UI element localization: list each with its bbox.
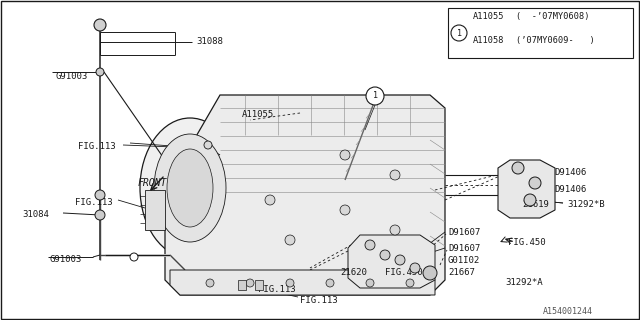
- Circle shape: [206, 279, 214, 287]
- Circle shape: [95, 190, 105, 200]
- Text: G91003: G91003: [55, 72, 87, 81]
- Text: (’07MY0609-   ): (’07MY0609- ): [516, 36, 595, 45]
- Text: 1: 1: [456, 28, 461, 37]
- Text: FRONT: FRONT: [138, 178, 168, 188]
- Text: D91607: D91607: [448, 228, 480, 237]
- Text: 31292*A: 31292*A: [505, 278, 543, 287]
- Circle shape: [390, 170, 400, 180]
- Text: FIG.450: FIG.450: [385, 268, 422, 277]
- Circle shape: [410, 263, 420, 273]
- Polygon shape: [145, 190, 165, 230]
- Text: 1: 1: [372, 92, 378, 100]
- Polygon shape: [498, 160, 555, 218]
- Circle shape: [365, 240, 375, 250]
- Text: 31292*B: 31292*B: [567, 200, 605, 209]
- Bar: [255, 280, 263, 290]
- Circle shape: [130, 253, 138, 261]
- Circle shape: [366, 87, 384, 105]
- Ellipse shape: [154, 134, 226, 242]
- Text: FIG.113: FIG.113: [75, 198, 113, 207]
- Circle shape: [95, 210, 105, 220]
- Circle shape: [390, 225, 400, 235]
- Text: 21620: 21620: [340, 268, 367, 277]
- Text: FIG.113: FIG.113: [300, 296, 338, 305]
- Circle shape: [265, 195, 275, 205]
- Text: A154001244: A154001244: [543, 307, 593, 316]
- Circle shape: [380, 250, 390, 260]
- Circle shape: [366, 279, 374, 287]
- Text: G91003: G91003: [50, 255, 83, 264]
- Circle shape: [286, 279, 294, 287]
- Polygon shape: [170, 270, 435, 295]
- Circle shape: [406, 279, 414, 287]
- Circle shape: [285, 235, 295, 245]
- Text: FIG.450: FIG.450: [508, 238, 546, 247]
- Circle shape: [340, 150, 350, 160]
- Circle shape: [326, 279, 334, 287]
- Text: 21619: 21619: [522, 200, 549, 209]
- Text: D91406: D91406: [554, 185, 586, 194]
- Text: G01I02: G01I02: [448, 256, 480, 265]
- Circle shape: [529, 177, 541, 189]
- Text: 21667: 21667: [448, 268, 475, 277]
- Circle shape: [524, 194, 536, 206]
- Polygon shape: [348, 235, 435, 288]
- Circle shape: [96, 68, 104, 76]
- Text: A11058: A11058: [473, 36, 504, 45]
- Text: D91607: D91607: [448, 244, 480, 253]
- Circle shape: [423, 266, 437, 280]
- Polygon shape: [165, 95, 445, 295]
- Bar: [238, 280, 246, 290]
- Circle shape: [395, 255, 405, 265]
- Text: FIG.113: FIG.113: [78, 142, 116, 151]
- Ellipse shape: [167, 149, 213, 227]
- Bar: [448, 8, 633, 58]
- Text: FIG.113: FIG.113: [258, 285, 296, 294]
- Text: D91406: D91406: [554, 168, 586, 177]
- Text: 31084: 31084: [22, 210, 49, 219]
- Circle shape: [451, 25, 467, 41]
- Circle shape: [340, 205, 350, 215]
- Circle shape: [512, 162, 524, 174]
- Text: 31088: 31088: [196, 37, 223, 46]
- Circle shape: [94, 19, 106, 31]
- Text: A11055: A11055: [473, 12, 504, 21]
- Circle shape: [204, 141, 212, 149]
- Ellipse shape: [140, 118, 240, 258]
- Circle shape: [246, 279, 254, 287]
- Text: A11055: A11055: [242, 110, 275, 119]
- Text: (  -’07MY0608): ( -’07MY0608): [516, 12, 589, 21]
